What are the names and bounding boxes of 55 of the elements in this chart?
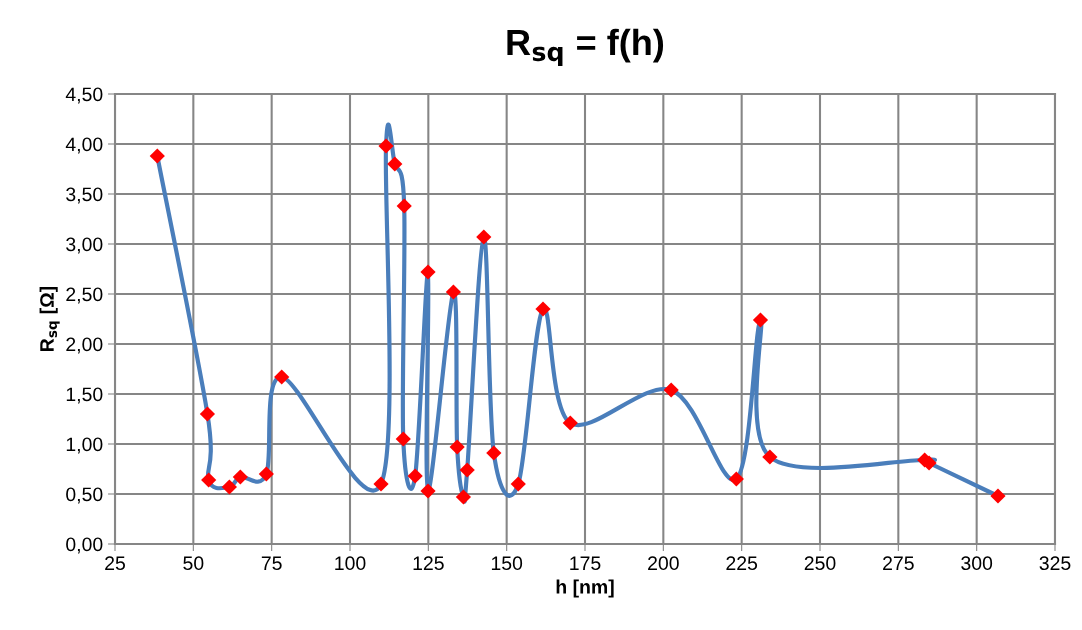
point <box>420 483 436 499</box>
y-tick-label: 4,50 <box>65 87 103 104</box>
x-tick-label: 100 <box>335 556 366 571</box>
point <box>199 406 216 422</box>
point <box>232 469 248 485</box>
point <box>562 415 578 431</box>
y-tick-label: 1,50 <box>66 387 103 404</box>
point <box>510 476 526 492</box>
y-tick-label: 1,00 <box>66 437 103 454</box>
y-tick-label: 2,00 <box>66 337 103 354</box>
x-tick-label: 75 <box>261 556 282 571</box>
x-tick-label: 225 <box>726 556 758 571</box>
point <box>535 301 551 317</box>
point <box>407 468 423 484</box>
point <box>449 439 465 455</box>
x-tick-label: 200 <box>648 556 679 571</box>
x-tick-label: 150 <box>491 556 523 571</box>
y-tick-label: 0,50 <box>66 487 103 504</box>
x-tick-label: 175 <box>570 556 601 571</box>
point <box>663 382 679 398</box>
x-tick-label: 125 <box>413 556 444 571</box>
point <box>476 229 492 245</box>
point <box>990 488 1006 504</box>
point <box>395 431 411 447</box>
point <box>373 476 389 492</box>
x-tick-label: 25 <box>105 556 125 571</box>
point <box>752 312 769 328</box>
x-tick-label: 250 <box>804 556 836 571</box>
point <box>762 449 778 465</box>
y-tick-label: 3,50 <box>66 187 103 204</box>
point <box>420 264 436 280</box>
point <box>445 284 462 300</box>
y-tick-label: 3,00 <box>66 237 103 254</box>
point <box>486 445 502 461</box>
x-axis-title: h [nm] <box>556 579 614 598</box>
point <box>387 156 403 172</box>
point <box>201 472 217 488</box>
y-axis-title: R$_{sq}$ [Ω] <box>39 286 60 352</box>
y-tick-label: 0,00 <box>66 537 103 554</box>
chart-title: R$_{sq}$ = f(h) <box>507 28 664 67</box>
point <box>378 138 394 154</box>
point <box>149 148 165 164</box>
point <box>728 471 744 487</box>
x-tick-label: 50 <box>183 556 204 571</box>
x-tick-label: 275 <box>883 556 914 571</box>
point <box>221 479 237 495</box>
point <box>459 462 475 478</box>
point <box>258 466 274 482</box>
x-tick-label: 300 <box>961 556 993 571</box>
y-tick-label: 2,50 <box>66 287 103 304</box>
point <box>455 489 472 505</box>
point <box>274 369 290 385</box>
point <box>396 198 412 214</box>
x-tick-label: 325 <box>1039 556 1071 571</box>
y-tick-label: 4,00 <box>65 137 103 154</box>
